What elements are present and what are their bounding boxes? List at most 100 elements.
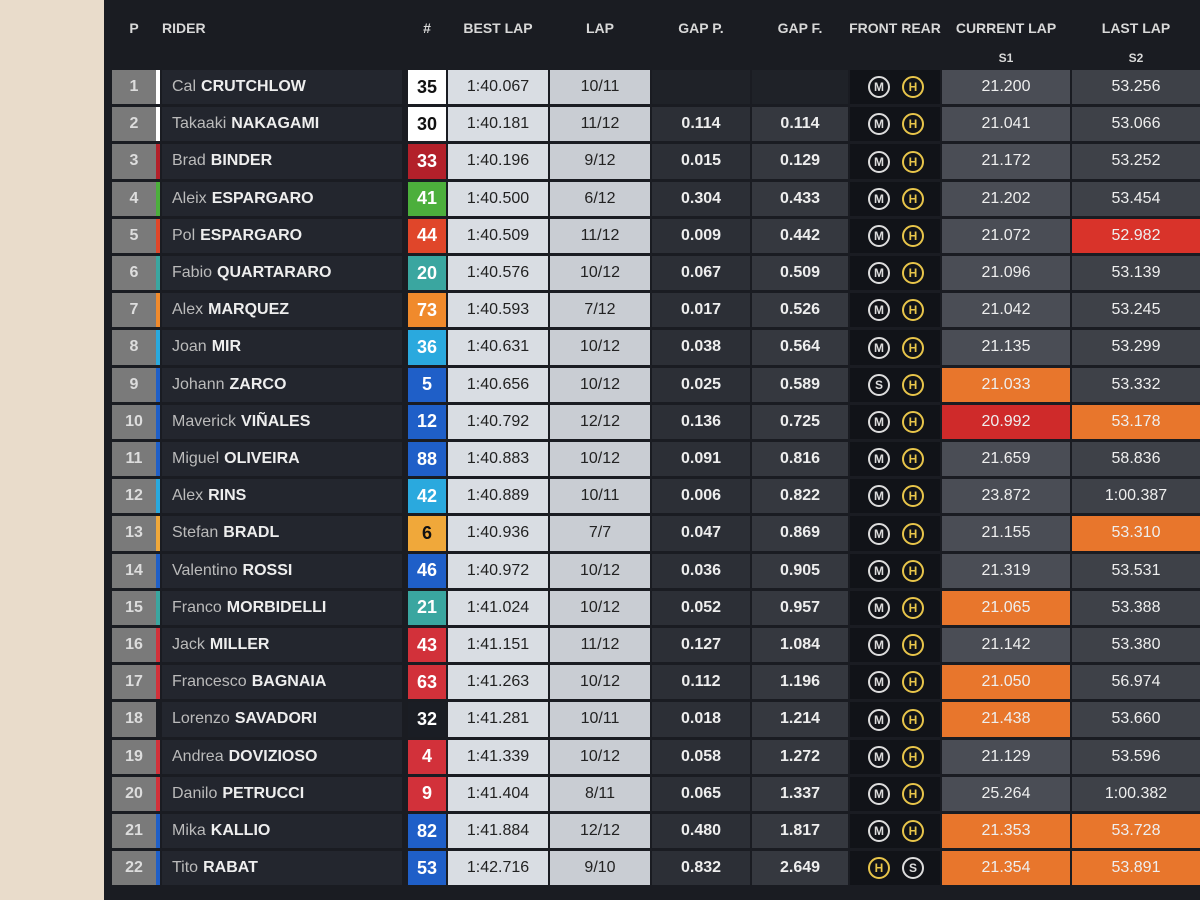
rider-number: 42 — [408, 479, 446, 514]
lap-count: 9/10 — [550, 851, 650, 886]
sector-1: 21.354 — [942, 851, 1070, 886]
rider-number: 6 — [408, 516, 446, 551]
tyre-front: M — [868, 113, 890, 136]
tyre-cell — [850, 628, 940, 663]
tyre-rear: H — [902, 448, 924, 471]
sector-2: 52.982 — [1072, 218, 1200, 253]
best-lap: 1:40.181 — [448, 107, 548, 142]
rider-number: 36 — [408, 330, 446, 365]
rider-number: 12 — [408, 404, 446, 439]
team-stripe — [156, 218, 160, 253]
team-stripe — [156, 70, 160, 105]
sector-2: 53.252 — [1072, 144, 1200, 179]
rider-cell: Alex RINS — [162, 479, 402, 514]
rider-number: 41 — [408, 181, 446, 216]
gap-empty — [752, 70, 848, 105]
gap: 1.817 — [752, 814, 848, 849]
rider-first-name: Mika — [172, 822, 206, 840]
tyre-front: M — [868, 820, 890, 843]
sector-1: 21.438 — [942, 702, 1070, 737]
sector-1: 21.041 — [942, 107, 1070, 142]
rider-first-name: Maverick — [172, 412, 237, 430]
position: 4 — [112, 181, 156, 216]
rider-cell: Fabio QUARTARARO — [162, 256, 402, 291]
rider-cell: Johann ZARCO — [162, 367, 402, 402]
tyre-front: M — [868, 708, 890, 731]
team-stripe — [156, 739, 160, 774]
sector-1: 21.319 — [942, 553, 1070, 588]
rider-first-name: Jack — [172, 636, 205, 654]
lap-count: 10/12 — [550, 367, 650, 402]
gap: 0.017 — [652, 293, 750, 328]
tyre-rear: H — [902, 485, 924, 508]
best-lap: 1:42.716 — [448, 851, 548, 886]
rider-number: 9 — [408, 776, 446, 811]
lap-count: 10/12 — [550, 553, 650, 588]
tyre-cell — [850, 739, 940, 774]
tyre-rear: H — [902, 187, 924, 210]
tyre-rear: H — [902, 373, 924, 396]
rider-number: 4 — [408, 739, 446, 774]
gap: 1.196 — [752, 665, 848, 700]
tyre-cell — [850, 107, 940, 142]
rider-last-name: QUARTARARO — [217, 264, 332, 282]
rider-cell: Pol ESPARGARO — [162, 218, 402, 253]
rider-cell: Miguel OLIVEIRA — [162, 442, 402, 477]
gap: 0.009 — [652, 218, 750, 253]
position: 17 — [112, 665, 156, 700]
position: 18 — [112, 702, 156, 737]
rider-first-name: Brad — [172, 152, 206, 170]
lap-count: 12/12 — [550, 404, 650, 439]
gap: 0.025 — [652, 367, 750, 402]
best-lap: 1:40.500 — [448, 181, 548, 216]
lap-count: 11/12 — [550, 218, 650, 253]
rider-first-name: Andrea — [172, 747, 224, 765]
sector-2: 53.332 — [1072, 367, 1200, 402]
rider-cell: Tito RABAT — [162, 851, 402, 886]
gap: 0.114 — [652, 107, 750, 142]
gap: 0.015 — [652, 144, 750, 179]
rider-number: 30 — [408, 107, 446, 142]
sector-1: 21.033 — [942, 367, 1070, 402]
rider-number: 44 — [408, 218, 446, 253]
tyre-rear: H — [902, 708, 924, 731]
gap: 0.869 — [752, 516, 848, 551]
tyre-front: M — [868, 522, 890, 545]
gap: 0.304 — [652, 181, 750, 216]
rider-cell: Joan MIR — [162, 330, 402, 365]
tyre-front: H — [868, 857, 890, 880]
best-lap: 1:40.889 — [448, 479, 548, 514]
rider-last-name: ESPARGARO — [211, 189, 314, 207]
tyre-rear: H — [902, 299, 924, 322]
rider-first-name: Danilo — [172, 784, 218, 802]
position: 16 — [112, 628, 156, 663]
sector-2: 56.974 — [1072, 665, 1200, 700]
sector-2: 53.256 — [1072, 70, 1200, 105]
rider-number: 63 — [408, 665, 446, 700]
rider-last-name: MORBIDELLI — [226, 598, 327, 616]
rider-number: 43 — [408, 628, 446, 663]
rider-last-name: RABAT — [203, 859, 258, 877]
column-header: P — [129, 20, 139, 36]
sector-1: 21.142 — [942, 628, 1070, 663]
lap-count: 8/11 — [550, 776, 650, 811]
sector-1: 21.050 — [942, 665, 1070, 700]
tyre-cell — [850, 367, 940, 402]
gap: 1.214 — [752, 702, 848, 737]
best-lap: 1:40.936 — [448, 516, 548, 551]
tyre-front: M — [868, 187, 890, 210]
rider-number: 32 — [408, 702, 446, 737]
position: 13 — [112, 516, 156, 551]
best-lap: 1:40.576 — [448, 256, 548, 291]
tyre-front: M — [868, 485, 890, 508]
team-stripe — [156, 665, 160, 700]
gap: 1.084 — [752, 628, 848, 663]
gap: 0.018 — [652, 702, 750, 737]
rider-last-name: BRADL — [223, 524, 280, 542]
gap: 0.822 — [752, 479, 848, 514]
sector-1: 21.042 — [942, 293, 1070, 328]
team-stripe — [156, 479, 160, 514]
rider-cell: Valentino ROSSI — [162, 553, 402, 588]
gap: 0.442 — [752, 218, 848, 253]
